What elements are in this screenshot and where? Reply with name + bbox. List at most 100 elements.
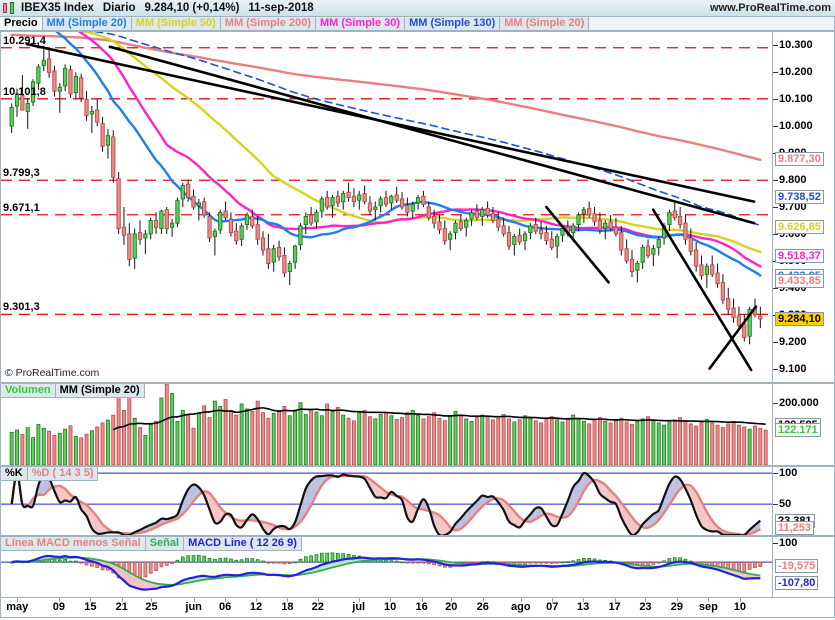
y-tick-label: 9.800 xyxy=(779,174,807,187)
date-axis[interactable]: may 09 15 21 25 jun 06 12 18 22 jul 10 16 20 26 ago 07 13… xyxy=(0,598,835,618)
legend-item-label: MM (Simple 130) xyxy=(409,17,496,29)
tag-volume-last[interactable]: 122.171 xyxy=(775,423,821,438)
date-tick xyxy=(520,598,522,602)
date-tick xyxy=(739,598,741,602)
macd-plot-area[interactable] xyxy=(1,537,772,597)
date-label: 21 xyxy=(115,601,128,613)
volume-y-axis[interactable]: 200.000129.585122.171 xyxy=(772,384,834,465)
level-10101: 10.101,8 xyxy=(3,85,46,98)
tag-ma20-red[interactable]: 9.433,85 xyxy=(775,274,824,289)
y-tick xyxy=(773,233,778,235)
date-tick xyxy=(451,598,453,602)
tag-macd-line[interactable]: -107,80 xyxy=(775,576,819,591)
date-label: jul xyxy=(352,601,366,613)
date-label: 09 xyxy=(52,601,65,613)
volume-legend-label: Volumen xyxy=(5,384,51,396)
date-tick xyxy=(317,598,319,602)
date-label: 29 xyxy=(670,601,684,613)
date-label: 26 xyxy=(476,601,489,613)
y-tick xyxy=(773,207,778,208)
date-label: 25 xyxy=(145,601,158,613)
last-price-label: 9.284,10 (+0,14%) xyxy=(144,2,240,14)
date-tick xyxy=(151,598,153,602)
tag-ma30[interactable]: 9.518,37 xyxy=(775,248,824,263)
y-tick-label: 10.100 xyxy=(779,93,813,106)
date-label: 15 xyxy=(84,601,97,613)
y-tick xyxy=(773,473,778,475)
date-label: 16 xyxy=(415,601,428,613)
date-label: 07 xyxy=(546,601,559,613)
title-bar: IBEX35 Index Diario 9.284,10 (+0,14%) 11… xyxy=(0,0,835,17)
timeframe-label: Diario xyxy=(102,2,136,14)
legend-item-label: MM (Simple 30) xyxy=(319,17,401,29)
date-tick xyxy=(676,598,678,602)
macd-y-axis[interactable]: 100 -19,575 -107,80 xyxy=(772,537,834,597)
legend-item-label: Precio xyxy=(4,17,38,29)
macd-legend-item-1[interactable]: Señal xyxy=(145,537,185,551)
candlestick-icon xyxy=(3,2,16,14)
tag-stoch-d[interactable]: 11,253 xyxy=(775,521,815,536)
date-tick xyxy=(193,598,195,602)
stochastic-legend-item-1[interactable]: %D ( 14 3 5) xyxy=(27,467,99,481)
date-label: may xyxy=(6,601,29,613)
y-tick-label: 50 xyxy=(779,498,792,511)
price-plot-area[interactable] xyxy=(1,32,772,382)
legend-item-4[interactable]: MM (Simple 30) xyxy=(316,17,406,30)
date-tick xyxy=(121,598,123,602)
legend-item-5[interactable]: MM (Simple 130) xyxy=(405,17,501,30)
tag-macd-hist[interactable]: -19,575 xyxy=(775,558,819,573)
legend-item-label: MM (Simple 20) xyxy=(46,17,127,29)
macd-legend: Línea MACD menos Señal Señal MACD Line ( 1… xyxy=(1,537,302,551)
macd-panel: 100 -19,575 -107,80 Línea MACD menos Señal… xyxy=(0,536,835,598)
y-tick xyxy=(773,126,778,128)
tag-ma130[interactable]: 9.738,52 xyxy=(775,189,824,204)
tag-last-price[interactable]: 9.284,10 xyxy=(775,311,824,326)
date-label: 10 xyxy=(733,601,746,613)
volume-legend-item-1[interactable]: MM (Simple 20) xyxy=(55,384,145,398)
y-tick-label: 200.000 xyxy=(779,396,819,409)
date-label: 06 xyxy=(218,601,232,613)
legend-item-label: MM (Simple 20) xyxy=(504,17,585,29)
y-tick-label: 10.200 xyxy=(779,66,813,79)
y-tick xyxy=(773,542,778,544)
stochastic-plot-area[interactable] xyxy=(1,467,772,535)
date-tick xyxy=(17,598,19,602)
y-tick xyxy=(773,368,778,370)
legend-item-label: MM (Simple 200) xyxy=(224,17,311,29)
y-tick xyxy=(773,180,778,182)
macd-legend-label: Señal xyxy=(149,537,180,549)
date-label: 18 xyxy=(281,601,294,613)
macd-legend-label: Línea MACD menos Señal xyxy=(5,537,141,549)
macd-legend-label: MACD Line ( 12 26 9) xyxy=(188,537,297,549)
tag-ma200[interactable]: 9.877,30 xyxy=(775,152,824,167)
date-tick xyxy=(225,598,227,602)
date-label: sep xyxy=(698,601,718,613)
website-url: www.ProRealTime.com xyxy=(709,2,831,14)
price-panel: 10.30010.20010.10010.0009.9009.8009.7009… xyxy=(0,31,835,383)
price-y-axis[interactable]: 10.30010.20010.10010.0009.9009.8009.7009… xyxy=(772,32,834,382)
tag-ma50[interactable]: 9.626,85 xyxy=(775,219,824,234)
level-10291: 10.291,4 xyxy=(3,34,46,47)
volume-legend: Volumen MM (Simple 20) xyxy=(1,384,145,398)
y-tick xyxy=(773,99,778,101)
legend-item-0[interactable]: Precio xyxy=(0,17,43,30)
macd-legend-item-0[interactable]: Línea MACD menos Señal xyxy=(1,537,146,551)
date-label: ago xyxy=(510,601,531,613)
level-9799: 9.799,3 xyxy=(3,167,40,180)
legend-item-3[interactable]: MM (Simple 200) xyxy=(221,17,316,30)
legend-item-1[interactable]: MM (Simple 20) xyxy=(43,17,132,30)
stochastic-legend-item-0[interactable]: %K xyxy=(1,467,28,481)
date-label: 17 xyxy=(608,601,621,613)
legend-item-6[interactable]: MM (Simple 20) xyxy=(500,17,590,30)
date-tick xyxy=(358,598,360,602)
legend-item-2[interactable]: MM (Simple 50) xyxy=(132,17,221,30)
macd-legend-item-2[interactable]: MACD Line ( 12 26 9) xyxy=(184,537,302,551)
y-tick xyxy=(773,504,778,506)
date-tick xyxy=(58,598,60,602)
date-tick xyxy=(645,598,647,602)
date-tick xyxy=(708,598,710,602)
indicator-legend-bar: Precio MM (Simple 20) MM (Simple 50) MM (Si… xyxy=(0,17,835,31)
volume-legend-item-0[interactable]: Volumen xyxy=(1,384,56,398)
stochastic-y-axis[interactable]: 1005023,38111,253 xyxy=(772,467,834,536)
date-tick xyxy=(421,598,423,602)
